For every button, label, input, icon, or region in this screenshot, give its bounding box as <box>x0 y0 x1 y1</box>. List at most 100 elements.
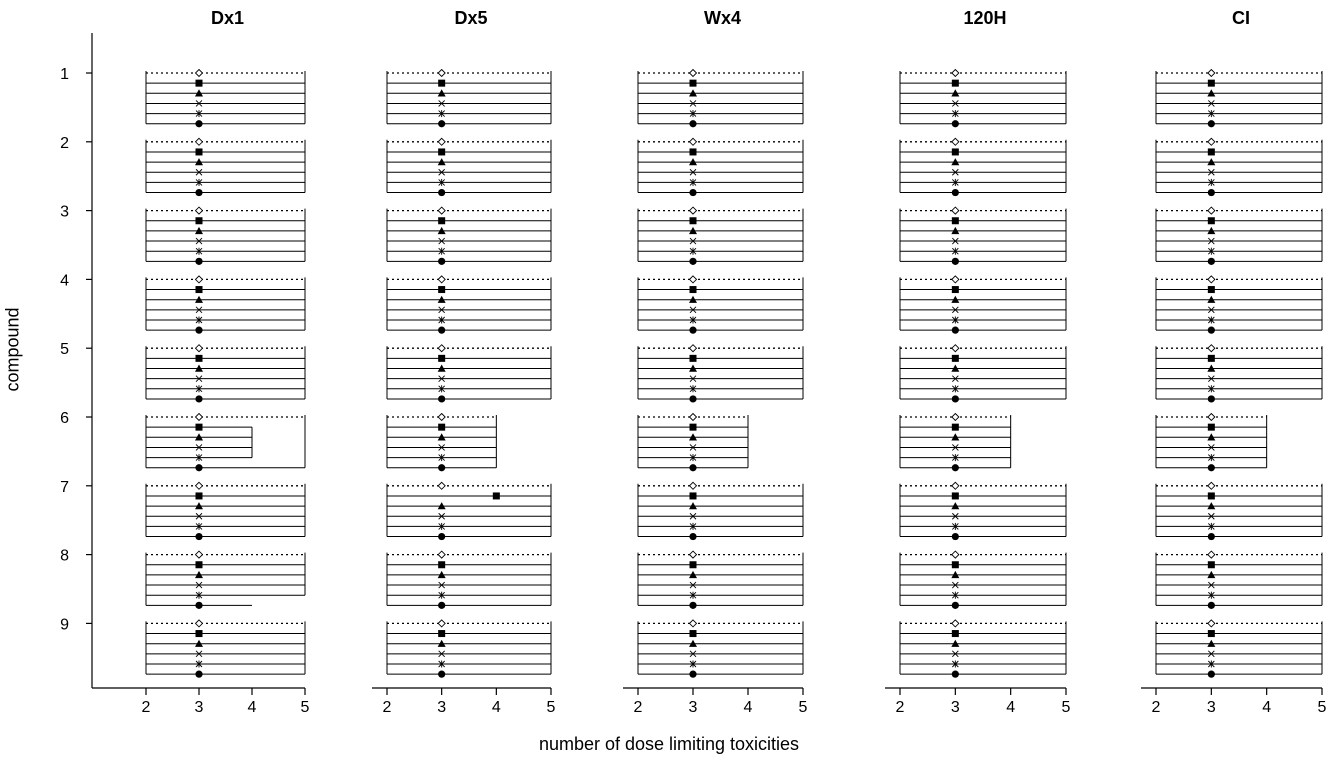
open-diamond-marker <box>1207 344 1216 353</box>
open-diamond-marker <box>951 619 960 628</box>
filled-triangle-marker <box>951 295 960 303</box>
filled-circle-marker <box>951 326 959 334</box>
x-cross-marker <box>689 237 697 245</box>
filled-square-marker <box>1207 561 1215 569</box>
filled-triangle-marker <box>689 570 697 579</box>
marker-stroke <box>195 375 203 382</box>
filled-circle-marker <box>689 464 697 472</box>
compound-row <box>386 619 552 678</box>
x-cross-marker <box>195 444 203 451</box>
asterisk-marker <box>952 178 959 186</box>
filled-triangle-marker <box>195 89 203 97</box>
compound-row <box>386 481 552 541</box>
compound-row <box>1155 68 1323 128</box>
filled-triangle-marker <box>195 639 203 647</box>
marker-stroke <box>438 237 445 245</box>
filled-square-marker <box>951 354 959 362</box>
filled-triangle-marker <box>437 502 446 510</box>
asterisk-marker <box>1208 247 1215 255</box>
panel-title: Wx4 <box>704 8 741 28</box>
asterisk-marker <box>952 591 959 599</box>
filled-triangle-marker <box>689 295 697 303</box>
panel-title: Dx5 <box>454 8 487 28</box>
filled-square-marker <box>689 630 697 638</box>
panel-title: CI <box>1232 8 1250 28</box>
filled-triangle-marker <box>1207 502 1216 510</box>
filled-circle-marker <box>195 670 203 678</box>
marker-stroke <box>195 512 203 520</box>
compound-row <box>637 206 804 265</box>
marker-stroke <box>195 581 203 589</box>
marker-stroke <box>952 512 959 520</box>
y-tick-label: 5 <box>60 341 69 358</box>
x-cross-marker <box>195 650 203 658</box>
filled-triangle-marker <box>951 364 960 372</box>
filled-square-marker <box>195 286 203 294</box>
asterisk-marker <box>952 110 959 118</box>
x-cross-marker <box>1208 100 1215 107</box>
asterisk-marker <box>438 247 445 255</box>
open-diamond-marker <box>951 344 960 353</box>
marker-stroke <box>952 168 959 176</box>
x-cross-marker <box>195 581 203 589</box>
x-cross-marker <box>952 100 959 107</box>
filled-circle-marker <box>1207 257 1215 265</box>
asterisk-marker <box>689 316 697 324</box>
compound-row <box>899 619 1067 678</box>
x-cross-marker <box>438 375 445 382</box>
marker-stroke <box>689 375 697 382</box>
marker-stroke <box>438 100 445 107</box>
x-cross-marker <box>438 237 445 245</box>
open-diamond-marker <box>194 619 204 628</box>
x-tick-label: 5 <box>301 699 310 716</box>
x-cross-marker <box>195 168 203 176</box>
asterisk-marker <box>952 454 959 462</box>
filled-triangle-marker <box>437 639 446 647</box>
x-tick-label: 3 <box>195 699 204 716</box>
marker-stroke <box>1208 100 1215 107</box>
filled-circle-marker <box>689 670 697 678</box>
compound-row <box>145 550 306 609</box>
x-cross-marker <box>1208 168 1215 176</box>
x-tick-label: 3 <box>437 699 446 716</box>
asterisk-marker <box>1208 110 1215 118</box>
filled-square-marker <box>1207 630 1215 638</box>
x-cross-marker <box>1208 650 1215 658</box>
marker-stroke <box>689 100 697 107</box>
asterisk-marker <box>195 522 203 530</box>
x-cross-marker <box>438 168 445 176</box>
filled-triangle-marker <box>951 433 960 441</box>
x-tick-label: 4 <box>1006 699 1015 716</box>
open-diamond-marker <box>1207 619 1216 628</box>
filled-circle-marker <box>951 464 959 472</box>
filled-circle-marker <box>1207 670 1215 678</box>
filled-square-marker <box>689 217 697 225</box>
compound-row <box>386 68 552 128</box>
open-diamond-marker <box>1207 481 1216 490</box>
x-tick-label: 3 <box>689 699 698 716</box>
x-cross-marker <box>438 512 445 520</box>
filled-triangle-marker <box>437 226 446 235</box>
open-diamond-marker <box>688 481 698 490</box>
marker-stroke <box>1208 237 1215 245</box>
filled-circle-marker <box>689 188 697 197</box>
x-tick-label: 5 <box>1062 699 1071 716</box>
filled-triangle-marker <box>437 295 446 303</box>
filled-square-marker <box>689 354 697 362</box>
filled-circle-marker <box>1207 188 1215 197</box>
asterisk-marker <box>1208 591 1215 599</box>
marker-stroke <box>438 581 445 589</box>
x-cross-marker <box>952 581 959 589</box>
filled-triangle-marker <box>437 364 446 372</box>
filled-triangle-marker <box>195 433 203 441</box>
filled-circle-marker <box>951 670 959 678</box>
filled-square-marker <box>1207 423 1215 431</box>
filled-square-marker <box>689 561 697 569</box>
open-diamond-marker <box>437 206 446 215</box>
marker-stroke <box>1208 650 1215 658</box>
filled-square-marker <box>951 286 959 294</box>
marker-stroke <box>952 306 959 314</box>
panel-dx1: Dx1 2 3 4 5 <box>92 8 310 716</box>
open-diamond-marker <box>1207 68 1216 78</box>
filled-circle-marker <box>195 257 203 265</box>
